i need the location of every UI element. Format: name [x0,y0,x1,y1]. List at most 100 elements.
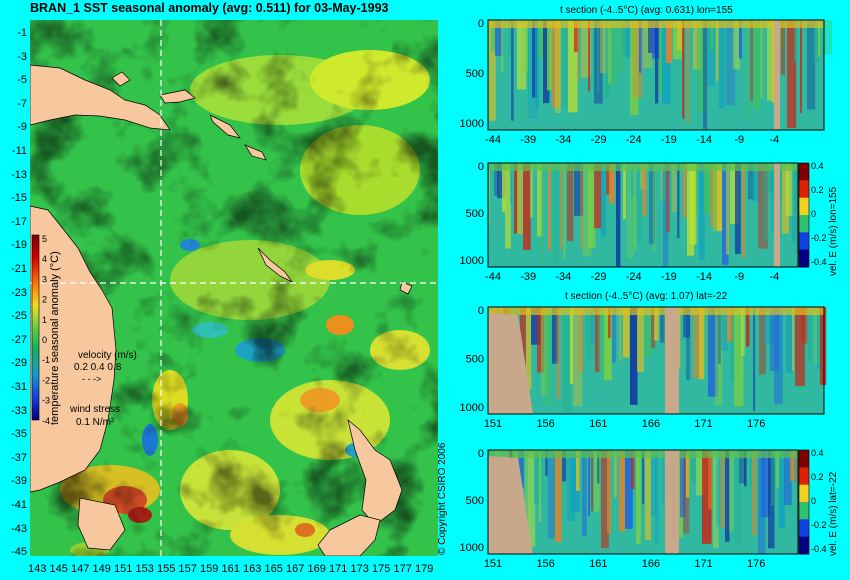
map-x-tick-label: 171 [329,563,348,575]
map-y-tick-label: -3 [17,50,27,63]
new-guinea-east-tip [111,71,131,87]
section4-colorbar-label: vel. E (m/s) lat=-22 [828,471,839,556]
section-x-tick-label: -4 [769,134,779,146]
map-x-tick-label: 159 [200,563,219,575]
velocity-colorbar-tick-label: 0.4 [811,161,824,171]
section-land-block [774,163,780,267]
velocity-colorbar-tick-label: 0.4 [811,448,824,458]
map-y-tick-label: -9 [17,121,27,134]
new-zealand-south-island [317,514,381,556]
section-x-tick-label: -34 [555,271,571,283]
velocity-colorbar-tick-label: -0.2 [811,233,827,243]
colorbar-tick-label: 3 [42,274,47,284]
velocity-arrows-icon: - - -> [82,374,101,384]
map-y-tick-label: -1 [17,27,27,39]
velocity-legend-values: 0.2 0.4 0.8 [74,362,122,373]
section-y-tick-label: 500 [466,68,484,80]
section-land-block [774,20,780,130]
velocity-colorbar-segment [799,163,809,181]
velocity-colorbar-segment [799,502,809,520]
wind-legend-label: wind stress [69,404,120,415]
velocity-colorbar-segment [799,215,809,233]
velocity-colorbar-segment [799,450,809,468]
map-x-tick-label: 143 [28,563,47,575]
velocity-colorbar-segment [799,519,809,538]
section-x-tick-label: 166 [642,418,660,430]
section-x-tick-label: 151 [484,558,502,570]
map-y-tick-label: -43 [11,522,27,535]
map-x-tick-label: 179 [415,563,434,575]
new-guinea-landmass [30,64,171,131]
map-y-tick-label: -29 [11,357,27,370]
sst-colorbar [31,234,40,421]
colorbar-tick-label: -4 [42,416,50,426]
section-panel-1: 0 500 1000-44 -39 -34 -29 -24 -19 -14 -9 -4 [460,18,833,146]
section-x-tick-label: 156 [536,558,554,570]
section-x-tick-label: -29 [591,134,607,146]
colorbar-tick-label: 5 [42,234,47,244]
map-x-tick-label: 147 [71,563,90,575]
map-x-tick-label: 149 [92,563,111,575]
velocity-colorbar-tick-label: 0 [811,209,816,219]
new-britain-island [159,89,196,104]
section-y-tick-label: 500 [466,495,484,507]
map-x-tick-label: 157 [178,563,197,575]
new-zealand-north-island [347,419,403,526]
map-y-tick-label: -11 [11,145,27,157]
velocity-colorbar-segment [799,232,809,251]
colorbar-tick-label: -1 [42,355,50,365]
section-x-tick-label: -24 [626,134,642,146]
colorbar-tick-label: -2 [42,375,50,385]
section-x-tick-label: 176 [747,558,765,570]
section-y-tick-label: 0 [478,18,484,30]
section-x-tick-label: 161 [589,418,607,430]
section-x-tick-label: 161 [589,558,607,570]
map-y-tick-label: -7 [17,97,27,110]
section-land-block [665,450,679,554]
colorbar-tick-label: -3 [42,396,50,406]
section-x-tick-label: -19 [661,271,677,283]
map-y-tick-label: -33 [11,404,27,417]
map-x-tick-label: 161 [221,563,240,575]
map-y-tick-label: -45 [11,546,27,559]
fiji-islands [399,281,413,295]
velocity-colorbar-tick-label: 0.2 [811,185,824,195]
section-y-tick-label: 0 [478,448,484,460]
map-y-tick-label: -15 [11,192,27,205]
section-land-block [665,307,679,414]
solomon-islands-2 [244,144,267,161]
velocity-colorbar-segment [799,180,809,199]
section-x-tick-label: -14 [696,134,712,146]
section-coast-block [488,313,533,414]
colorbar-tick-label: 2 [42,295,47,305]
section1-title: t section (-4..5°C) (avg: 0.631) lon=155 [560,5,733,16]
velocity-legend-label: velocity (m/s) [78,350,137,361]
map-x-tick-label: 151 [114,563,133,575]
map-y-tick-label: -21 [11,263,27,275]
section-y-tick-label: 500 [466,208,484,220]
section-x-tick-label: 171 [694,418,712,430]
map-x-tick-label: 163 [243,563,262,575]
section-y-tick-label: 1000 [460,542,484,554]
map-x-tick-label: 169 [307,563,326,575]
velocity-colorbar-tick-label: -0.4 [811,257,827,267]
map-x-tick-label: 173 [350,563,369,575]
section-x-tick-label: -9 [734,271,744,283]
velocity-colorbar-segment [799,536,809,555]
colorbar-tick-label: 0 [42,335,47,345]
velocity-colorbar-tick-label: -0.4 [811,544,827,554]
section-y-tick-label: 1000 [460,255,484,267]
map-y-tick-label: -23 [11,286,27,299]
section-x-tick-label: -39 [520,134,536,146]
map-y-tick-label: -39 [11,475,27,488]
velocity-colorbar-tick-label: 0.2 [811,472,824,482]
section-x-tick-label: -39 [520,271,536,283]
map-x-tick-label: 175 [372,563,391,575]
section-x-tick-label: 171 [694,558,712,570]
section-x-tick-label: -24 [626,271,642,283]
section2-colorbar-label: vel. E (m/s) lon=155 [828,186,839,276]
velocity-colorbar-segment [799,467,809,486]
section-x-tick-label: 151 [484,418,502,430]
